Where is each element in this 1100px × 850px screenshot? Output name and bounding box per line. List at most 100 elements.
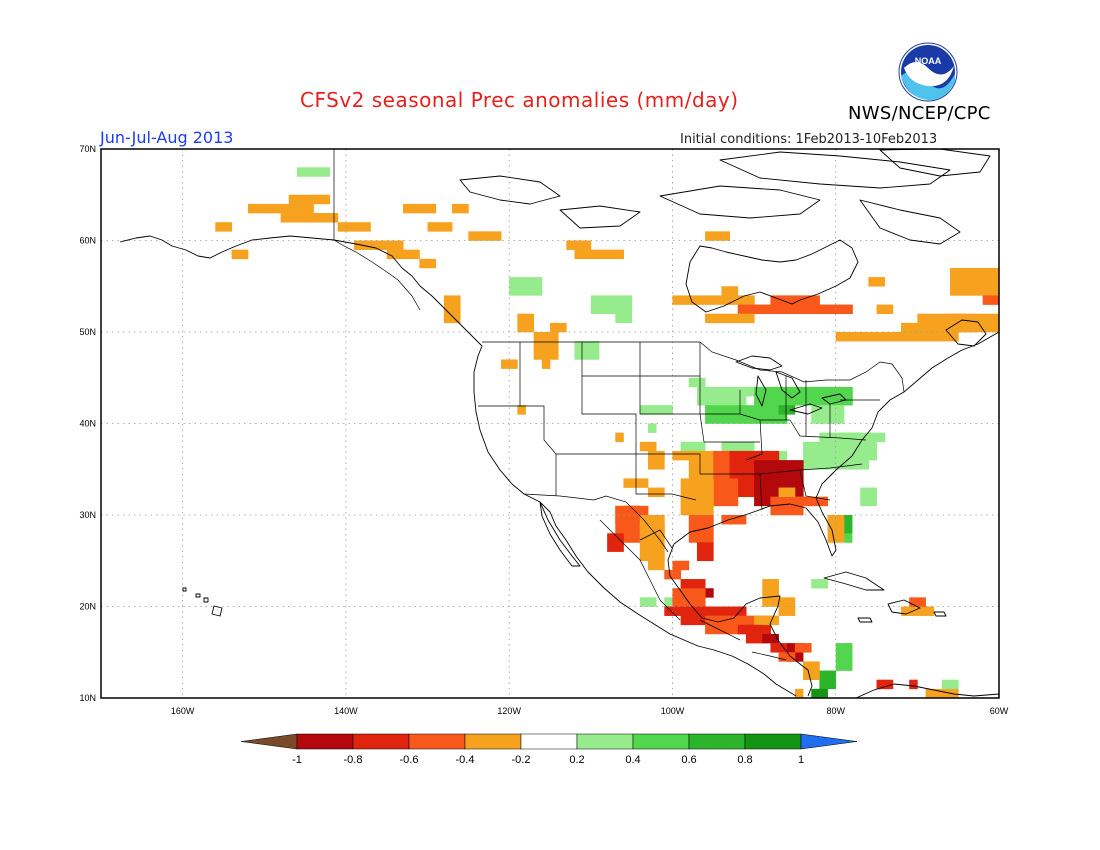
anomaly-cell [770,295,820,305]
anomaly-cell [517,313,535,333]
anomaly-cell [901,606,935,616]
anomaly-cell [811,579,828,589]
anomaly-cell [680,478,714,516]
us-state-lines [478,342,880,511]
lon-label: 160W [171,706,195,716]
lon-label: 80W [826,706,845,716]
colorbar: -1 -0.8 -0.6 -0.4 -0.2 0.2 0.4 0.6 0.8 1 [240,733,858,766]
longitude-labels: 160W 140W 120W 100W 80W 60W [171,706,1009,716]
anomaly-cell [811,405,845,424]
lat-label: 50N [79,327,96,337]
north-america-coastline [119,235,999,697]
anomaly-cell [647,450,665,470]
anomaly-cell [794,643,812,653]
anomaly-cell [590,295,633,314]
colorbar-swatch [744,733,802,750]
anomaly-cell [647,551,665,571]
map-frame [100,148,1000,699]
anomaly-cell [305,213,339,223]
season-label: Jun-Jul-Aug 2013 [100,128,234,147]
anomaly-cell [452,203,469,214]
anomaly-cell [982,295,999,305]
anomaly-cell [1007,259,1024,268]
baja-california-coastline [539,501,581,567]
political-boundaries [333,149,905,661]
lon-label: 100W [661,706,685,716]
map-background [101,149,999,698]
anomaly-cells [215,167,1024,698]
anomaly-cell [778,405,796,415]
anomaly-cell [909,679,918,690]
anomaly-cell [443,295,461,324]
anomaly-cell [925,688,959,698]
colorbar-label: -0.4 [456,754,475,766]
arctic-islands [459,149,991,245]
anomaly-cell [533,332,559,342]
lat-label: 20N [79,602,96,612]
anomaly-cell [705,231,731,241]
south-america-coastline [855,683,999,698]
anomaly-cell [468,231,502,241]
lon-label: 120W [497,706,521,716]
anomaly-cell [639,441,657,452]
anomaly-cell [770,643,788,653]
anomaly-cell [541,359,551,369]
anomaly-cell [778,487,796,497]
us-canada-border [482,341,905,393]
colorbar-label: 0.6 [681,754,696,766]
anomaly-cell [639,597,657,607]
mexico-state-lines [599,519,787,661]
colorbar-swatch [296,733,354,750]
anomaly-cell [574,249,624,260]
anomaly-cell [835,643,853,671]
initial-conditions-label: Initial conditions: 1Feb2013-10Feb2013 [680,132,938,147]
colorbar-arrow-right [800,733,858,750]
anomaly-cell [354,240,404,250]
colorbar-arrow-left [240,733,298,750]
anomaly-cell [705,405,788,424]
hudson-bay-coastline [685,239,859,313]
anomaly-cell [215,222,232,232]
alaska-canada-border [333,149,421,311]
colorbar-swatch [464,733,522,750]
anomaly-cell [647,423,657,433]
lat-label: 60N [79,236,96,246]
latitude-labels: 70N 60N 50N 40N 30N 20N 10N [79,144,96,703]
anomaly-cell [533,341,559,360]
anomaly-cell [607,533,624,552]
anomaly-cell [386,249,420,260]
colorbar-label: -0.8 [344,754,363,766]
anomaly-cell [745,624,763,644]
anomaly-cell [737,304,853,314]
anomaly-cell [696,386,747,406]
colorbar-swatch [576,733,634,750]
anomaly-cell [509,277,543,296]
anomaly-cell [566,240,592,250]
hawaii-islands [182,587,223,617]
anomaly-cell [615,432,624,443]
noaa-logo: NOAA [898,42,958,102]
lat-lon-gridlines [101,149,999,698]
logo-text: NOAA [915,56,942,66]
anomaly-cell [721,286,739,296]
anomaly-cell [664,569,681,580]
anomaly-cell [639,405,673,415]
colorbar-swatch [520,733,578,750]
caribbean-islands [823,571,947,623]
anomaly-cell [672,295,755,305]
anomaly-cell [672,450,690,461]
anomaly-cell [950,313,999,333]
anomaly-cell [794,496,829,507]
anomaly-cell [247,203,314,214]
anomaly-cell [721,441,755,452]
anomaly-cell [811,688,828,698]
anomaly-cell [835,332,919,342]
colorbar-label: 0.8 [737,754,752,766]
anomaly-cell [803,661,820,680]
anomaly-cell [754,386,853,406]
anomaly-cell [819,670,837,690]
anomaly-cell [737,386,763,397]
newfoundland-coastline [945,319,987,347]
anomaly-cell [672,588,706,607]
